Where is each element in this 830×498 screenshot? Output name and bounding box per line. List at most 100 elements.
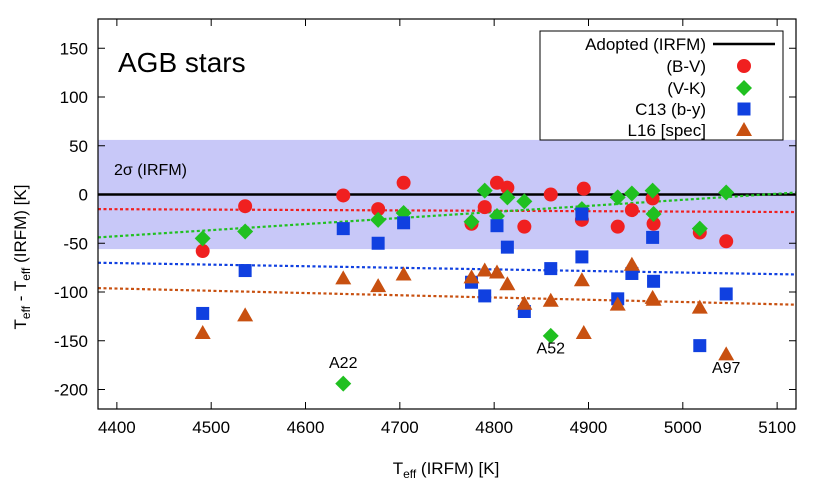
x-tick-label-7: 5100 [758,418,796,437]
data-point-3-10 [542,292,559,307]
data-point-2-17 [693,339,707,353]
data-point-1-16 [691,220,708,237]
x-tick-label-3: 4700 [381,418,419,437]
data-point-2-15 [646,230,660,244]
legend-label-l16: L16 [spec] [628,121,706,140]
annotations-layer: A22 A52 A97 [329,340,741,377]
data-point-2-6 [478,289,492,303]
plot-frame [97,18,797,410]
data-point-2-7 [490,219,504,233]
data-point-1-2 [335,375,352,392]
data-point-0-12 [576,181,591,196]
y-tick-label-7: -200 [54,381,88,400]
data-point-3-5 [463,269,480,284]
plot-border [97,18,797,410]
legend-marker-0 [737,59,751,73]
data-point-0-16 [646,216,661,231]
data-point-3-18 [718,346,735,361]
data-point-1-5 [463,213,480,230]
data-point-2-12 [575,207,589,221]
data-point-3-3 [370,278,387,293]
data-point-2-16 [647,274,661,288]
data-point-1-12 [609,189,626,206]
data-point-2-11 [575,250,589,264]
y-tick-label-5: -100 [54,283,88,302]
y-tick-label-3: 0 [79,186,88,205]
data-point-0-9 [517,219,532,234]
data-point-3-17 [691,299,708,314]
x-axis-title: Teff (IRFM) [K] [393,459,500,481]
x-tick-label-2: 4600 [287,418,325,437]
data-point-1-6 [476,182,493,199]
y-tick-label-4: -50 [63,234,88,253]
data-point-2-3 [371,236,385,250]
band-label: 2σ (IRFM) [114,162,187,179]
data-point-1-15 [645,206,662,222]
data-point-3-9 [516,295,533,310]
data-point-0-14 [624,203,639,218]
data-point-2-10 [544,262,558,276]
legend: Adopted (IRFM) (B-V) (V-K) C13 (b-y) L16… [539,30,784,141]
fit-line-3 [97,287,797,306]
data-point-2-4 [397,216,411,230]
data-point-3-13 [609,296,626,311]
y-tick-label-0: 150 [60,39,88,58]
data-point-1-17 [718,184,735,201]
data-point-2-8 [500,240,514,254]
data-point-3-11 [573,272,590,287]
data-point-1-9 [516,193,533,210]
data-point-0-13 [610,219,625,234]
legend-label-adopted: Adopted (IRFM) [585,35,706,54]
y-axis-title: Teff - Teff (IRFM) [K] [11,185,33,330]
data-point-3-2 [335,270,352,285]
data-point-3-6 [476,262,493,277]
legend-marks [713,42,775,136]
legend-label-vk: (V-K) [667,79,706,98]
fit-line-1 [97,191,797,239]
y-tick-label-2: 50 [69,137,88,156]
data-point-2-2 [336,222,350,236]
data-point-0-3 [371,202,386,217]
data-point-1-1 [237,223,254,240]
data-point-1-10 [542,327,559,344]
data-point-2-18 [719,287,733,301]
chart-title: AGB stars [118,47,246,78]
data-point-3-14 [623,256,640,271]
data-point-0-8 [500,180,515,195]
x-tick-label-0: 4400 [98,418,136,437]
fit-line-0 [97,208,797,214]
data-point-3-16 [645,291,662,306]
data-point-1-3 [370,211,387,228]
data-point-3-1 [237,307,254,322]
data-point-0-7 [489,175,504,190]
annotation-2: A97 [712,360,741,377]
data-point-0-4 [396,175,411,190]
data-point-1-0 [194,230,211,247]
data-points-layer [194,175,735,392]
x-tick-label-5: 4900 [570,418,608,437]
fit-line-2 [97,261,797,276]
data-point-3-8 [499,276,516,291]
legend-label-c13: C13 (b-y) [635,100,706,119]
legend-marker-3 [736,122,752,136]
data-point-2-1 [238,264,252,278]
legend-marker-1 [736,80,752,96]
y-tick-label-1: 100 [60,88,88,107]
data-point-0-6 [477,200,492,215]
fit-lines-layer [97,191,797,306]
data-point-1-13 [623,185,640,202]
annotation-1: A52 [537,340,566,357]
annotation-0: A22 [329,355,358,372]
data-point-0-10 [543,187,558,202]
data-point-1-8 [499,189,516,206]
data-point-0-18 [719,234,734,249]
legend-label-bv: (B-V) [666,57,706,76]
data-point-0-0 [195,244,210,259]
y-tick-label-6: -150 [54,332,88,351]
x-tick-label-6: 5000 [664,418,702,437]
data-point-2-0 [196,306,210,320]
x-tick-label-4: 4800 [475,418,513,437]
data-point-3-4 [395,266,412,281]
data-point-1-14 [644,182,661,199]
